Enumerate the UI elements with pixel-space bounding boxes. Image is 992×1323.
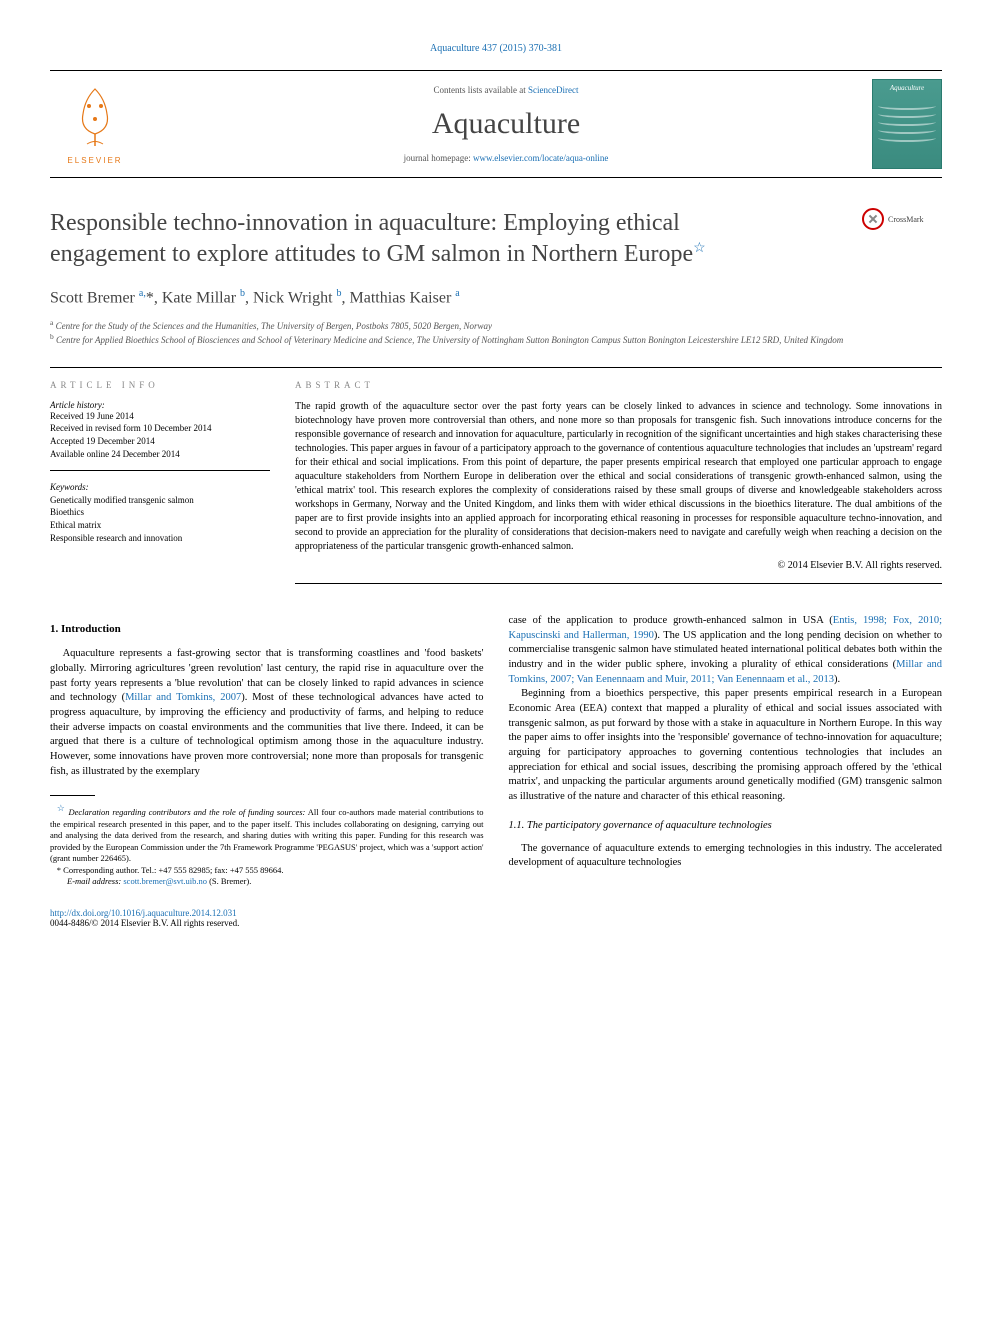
article-info-sidebar: ARTICLE INFO Article history: Received 1… <box>50 368 270 584</box>
journal-header: ELSEVIER Contents lists available at Sci… <box>50 70 942 178</box>
contents-line: Contents lists available at ScienceDirec… <box>140 85 872 95</box>
body-paragraph: The governance of aquaculture extends to… <box>509 842 943 871</box>
footnote-separator <box>50 795 95 796</box>
sciencedirect-link[interactable]: ScienceDirect <box>528 85 578 95</box>
title-footnote-star-icon: ☆ <box>693 241 706 256</box>
top-citation-link[interactable]: Aquaculture 437 (2015) 370-381 <box>430 43 562 54</box>
footnote-star-icon: ☆ <box>57 803 66 813</box>
declaration-footnote: ☆ Declaration regarding contributors and… <box>50 802 484 864</box>
body-paragraph: Beginning from a bioethics perspective, … <box>509 687 943 805</box>
history-received: Received 19 June 2014 <box>50 410 270 423</box>
body-paragraph: Aquaculture represents a fast-growing se… <box>50 647 484 779</box>
journal-homepage: journal homepage: www.elsevier.com/locat… <box>140 153 872 163</box>
top-citation: Aquaculture 437 (2015) 370-381 <box>50 40 942 55</box>
history-accepted: Accepted 19 December 2014 <box>50 435 270 448</box>
abstract-text: The rapid growth of the aquaculture sect… <box>295 400 942 554</box>
email-footnote: E-mail address: scott.bremer@svt.uib.no … <box>50 876 484 887</box>
keyword: Bioethics <box>50 506 270 519</box>
journal-name: Aquaculture <box>140 107 872 141</box>
journal-homepage-link[interactable]: www.elsevier.com/locate/aqua-online <box>473 153 608 163</box>
crossmark-icon <box>862 208 884 230</box>
body-text: 1. Introduction Aquaculture represents a… <box>50 614 942 888</box>
journal-cover-icon: Aquaculture <box>872 79 942 169</box>
keywords-label: Keywords: <box>50 481 270 494</box>
keyword: Genetically modified transgenic salmon <box>50 494 270 507</box>
page-footer: http://dx.doi.org/10.1016/j.aquaculture.… <box>50 908 942 928</box>
section-1-heading: 1. Introduction <box>50 622 484 637</box>
history-label: Article history: <box>50 400 270 410</box>
authors-line: Scott Bremer a,*, Kate Millar b, Nick Wr… <box>50 288 942 307</box>
section-1-1-heading: 1.1. The participatory governance of aqu… <box>509 819 943 834</box>
history-online: Available online 24 December 2014 <box>50 448 270 461</box>
crossmark-label: CrossMark <box>888 215 924 224</box>
article-info-heading: ARTICLE INFO <box>50 380 270 390</box>
publisher-logo: ELSEVIER <box>50 79 140 169</box>
article-title: Responsible techno-innovation in aquacul… <box>50 208 862 270</box>
keyword: Responsible research and innovation <box>50 532 270 545</box>
keyword: Ethical matrix <box>50 519 270 532</box>
crossmark-badge[interactable]: CrossMark <box>862 208 942 230</box>
elsevier-tree-icon <box>60 84 130 154</box>
issn-copyright: 0044-8486/© 2014 Elsevier B.V. All right… <box>50 918 239 928</box>
corresponding-footnote: * Corresponding author. Tel.: +47 555 82… <box>50 865 484 876</box>
citation-link[interactable]: Millar and Tomkins, 2007 <box>125 692 241 703</box>
publisher-name: ELSEVIER <box>67 156 122 165</box>
abstract-copyright: © 2014 Elsevier B.V. All rights reserved… <box>295 560 942 571</box>
affiliations: a Centre for the Study of the Sciences a… <box>50 318 942 347</box>
history-revised: Received in revised form 10 December 201… <box>50 422 270 435</box>
abstract-heading: ABSTRACT <box>295 380 942 390</box>
email-link[interactable]: scott.bremer@svt.uib.no <box>123 876 207 886</box>
abstract-block: ABSTRACT The rapid growth of the aquacul… <box>295 368 942 584</box>
body-paragraph: case of the application to produce growt… <box>509 614 943 687</box>
doi-link[interactable]: http://dx.doi.org/10.1016/j.aquaculture.… <box>50 908 237 918</box>
